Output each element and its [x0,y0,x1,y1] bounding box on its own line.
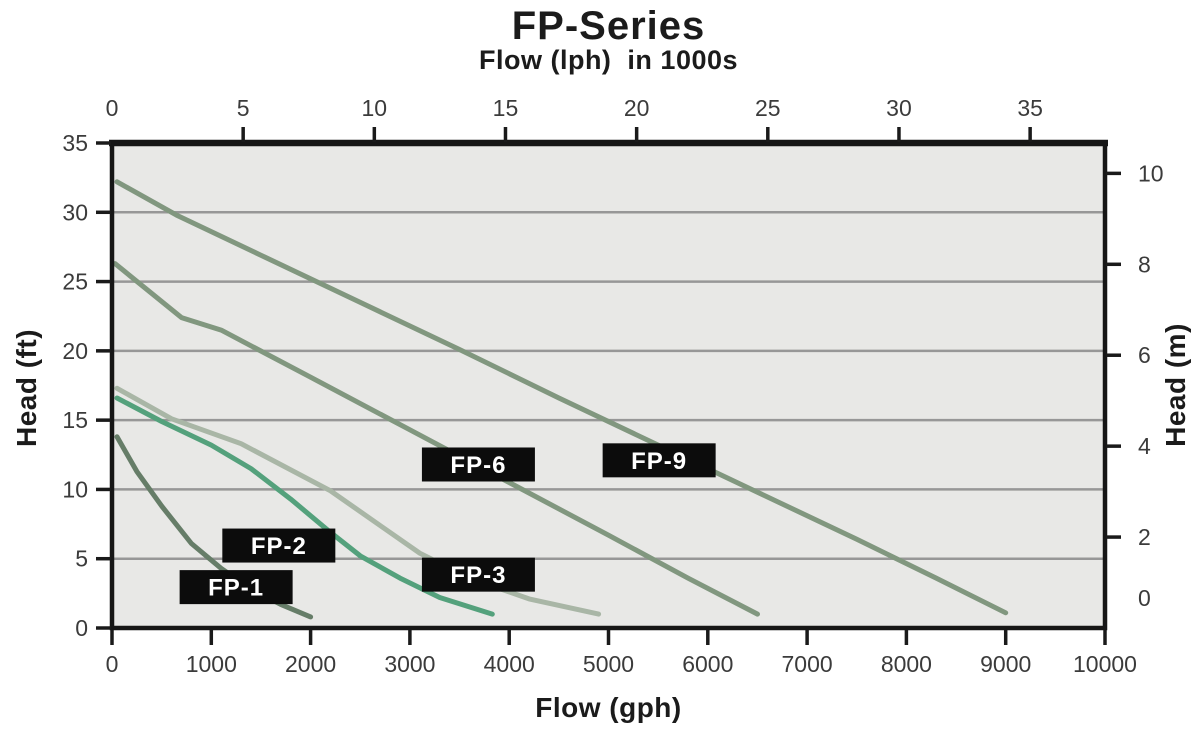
y-left-tick-label-10: 10 [62,476,88,502]
x-top-tick-label-0: 0 [106,95,119,121]
series-label-box-fp-6 [421,447,535,482]
x-bottom-tick-label-3000: 3000 [384,651,435,677]
y-left-tick-label-15: 15 [62,407,88,433]
x-bottom-tick-label-0: 0 [106,651,119,677]
y-left-tick-label-20: 20 [62,338,88,364]
x-bottom-tick-label-1000: 1000 [186,651,237,677]
y-left-tick-label-30: 30 [62,199,88,225]
x-bottom-tick-label-6000: 6000 [682,651,733,677]
x-bottom-tick-label-8000: 8000 [881,651,932,677]
series-label-box-fp-2 [222,528,336,563]
y-left-tick-label-0: 0 [75,615,88,641]
y-right-tick-label-4: 4 [1138,433,1151,459]
x-bottom-tick-label-10000: 10000 [1073,651,1137,677]
x-bottom-tick-label-7000: 7000 [782,651,833,677]
x-bottom-tick-label-2000: 2000 [285,651,336,677]
x-top-tick-label-5: 5 [237,95,250,121]
series-label-box-fp-3 [421,557,535,592]
y-left-tick-label-25: 25 [62,269,88,295]
x-top-tick-label-35: 35 [1017,95,1043,121]
series-label-text-fp-3: FP-3 [450,562,506,589]
chart-title: FP-Series [511,4,706,48]
x-bottom-tick-label-5000: 5000 [583,651,634,677]
x-top-tick-label-15: 15 [493,95,519,121]
curve-fp-9 [114,179,1009,616]
x-bottom-tick-label-9000: 9000 [980,651,1031,677]
series-label-text-fp-1: FP-1 [208,575,264,602]
x-top-tick-label-10: 10 [362,95,388,121]
series-label-box-fp-1 [179,570,293,605]
curve-fp-2 [114,395,495,617]
y-right-tick-label-6: 6 [1138,342,1151,368]
curve-fp-3 [114,385,602,617]
x-top-tick-label-20: 20 [624,95,650,121]
series-label-text-fp-6: FP-6 [450,452,506,479]
curve-fp-6 [112,261,760,617]
x-top-tick-label-25: 25 [755,95,781,121]
y-left-tick-label-5: 5 [75,546,88,572]
y-right-tick-label-8: 8 [1138,251,1151,277]
y-left-tick-label-35: 35 [62,130,88,156]
chart-subtitle: Flow (lph) in 1000s [478,45,739,75]
series-label-box-fp-9 [602,443,716,478]
series-label-text-fp-2: FP-2 [251,533,307,560]
y-right-tick-label-2: 2 [1138,524,1151,550]
y-right-tick-label-10: 10 [1138,160,1164,186]
x-bottom-tick-label-4000: 4000 [484,651,535,677]
series-label-text-fp-9: FP-9 [631,448,687,475]
x-top-tick-label-30: 30 [886,95,912,121]
y-right-tick-label-0: 0 [1138,585,1151,611]
x-axis-bottom-label: Flow (gph) [535,692,682,723]
